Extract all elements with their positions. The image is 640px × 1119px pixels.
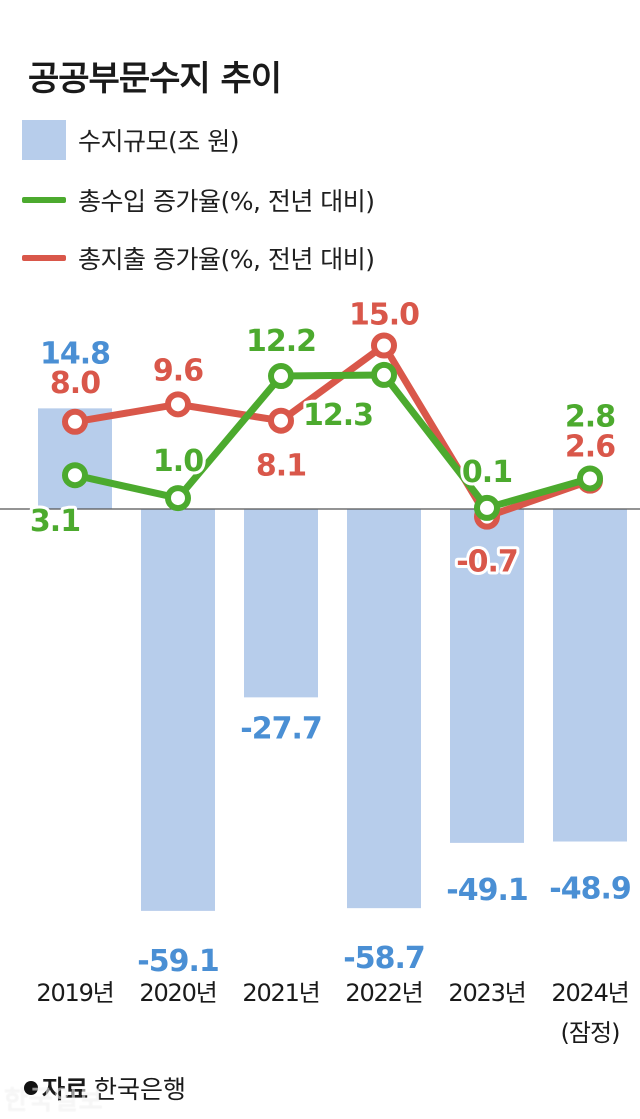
revenue-point-2020년 (165, 485, 191, 512)
data-label-group: 14.8 -59.1 -27.7 -58.7 -49.1 -48.9 8.0 9.6 8.1 15… (27, 295, 635, 982)
revenue-label-2023년: 0.1 (462, 455, 512, 490)
balance-label-2022년: -58.7 (343, 941, 424, 976)
bar-series (38, 408, 627, 911)
expenditure-point-2022년 (371, 332, 397, 359)
balance-label-2020년: -59.1 (137, 944, 218, 979)
watermark: 한국일보 (4, 1086, 104, 1116)
bar-2024년 (553, 509, 627, 842)
x-tick-2020년: 2020년 (139, 979, 216, 1007)
legend-item-revenue: 총수입 증가율(%, 전년 대비) (22, 180, 375, 220)
expenditure-label-2022년: 15.0 (349, 298, 419, 333)
x-tick-2024년: 2024년 (551, 979, 628, 1007)
expenditure-label-2020년: 9.6 (153, 353, 203, 388)
legend-swatch-revenue-line (22, 197, 66, 203)
legend-label-expenditure: 총지출 증가율(%, 전년 대비) (78, 245, 375, 274)
expenditure-label-2021년: 8.1 (256, 449, 306, 484)
x-tick-2021년: 2021년 (242, 979, 319, 1007)
balance-label-2023년: -49.1 (446, 873, 527, 908)
bar-2020년 (141, 509, 215, 911)
x-tick-2022년: 2022년 (345, 979, 422, 1007)
x-tick-2023년: 2023년 (448, 979, 525, 1007)
expenditure-line (71, 342, 594, 521)
revenue-point-2019년 (62, 462, 88, 489)
expenditure-point-2020년 (165, 391, 191, 418)
expenditure-label-2023년: -0.7 (456, 545, 518, 580)
legend-label-balance: 수지규모(조 원) (78, 127, 239, 156)
source-bullet-icon (24, 1081, 38, 1095)
revenue-point-2023년 (474, 494, 500, 521)
legend-item-balance: 수지규모(조 원) (22, 120, 239, 160)
revenue-label-2019년: 3.1 (30, 504, 80, 539)
revenue-line (71, 371, 594, 512)
source-label: 자료 (42, 1075, 89, 1104)
revenue-label-2022년: 12.3 (303, 398, 373, 433)
x-tick-2019년: 2019년 (36, 979, 113, 1007)
balance-label-2024년: -48.9 (549, 872, 630, 907)
bar-2022년 (347, 509, 421, 909)
legend-item-expenditure: 총지출 증가율(%, 전년 대비) (22, 238, 375, 278)
source-text: 한국은행 (94, 1075, 187, 1104)
legend-swatch-expenditure-line (22, 255, 66, 261)
balance-label-2019년: 14.8 (40, 336, 110, 371)
expenditure-label-2024년: 2.6 (565, 430, 615, 465)
source-note: 자료 한국은행 (24, 1070, 186, 1106)
legend-label-revenue: 총수입 증가율(%, 전년 대비) (78, 187, 375, 216)
expenditure-label-2019년: 8.0 (50, 366, 100, 401)
line-series-group (62, 332, 603, 530)
x-axis: 2019년 2020년 2021년 2022년 2023년 2024년 (잠정) (36, 979, 629, 1047)
revenue-label-2020년: 1.0 (153, 444, 203, 479)
expenditure-point-2021년 (268, 407, 294, 434)
revenue-label-2024년: 2.8 (565, 399, 615, 434)
bar-2021년 (244, 509, 318, 698)
balance-label-2021년: -27.7 (240, 711, 321, 746)
revenue-point-2022년 (371, 361, 397, 388)
chart-title: 공공부문수지 추이 (28, 59, 282, 99)
revenue-point-2021년 (268, 363, 294, 390)
revenue-point-2024년 (577, 465, 603, 492)
expenditure-point-2019년 (62, 408, 88, 435)
x-tick-note-2024년: (잠정) (561, 1019, 620, 1047)
bar-2023년 (450, 509, 524, 843)
revenue-label-2021년: 12.2 (246, 324, 316, 359)
legend-swatch-bar (22, 120, 66, 160)
